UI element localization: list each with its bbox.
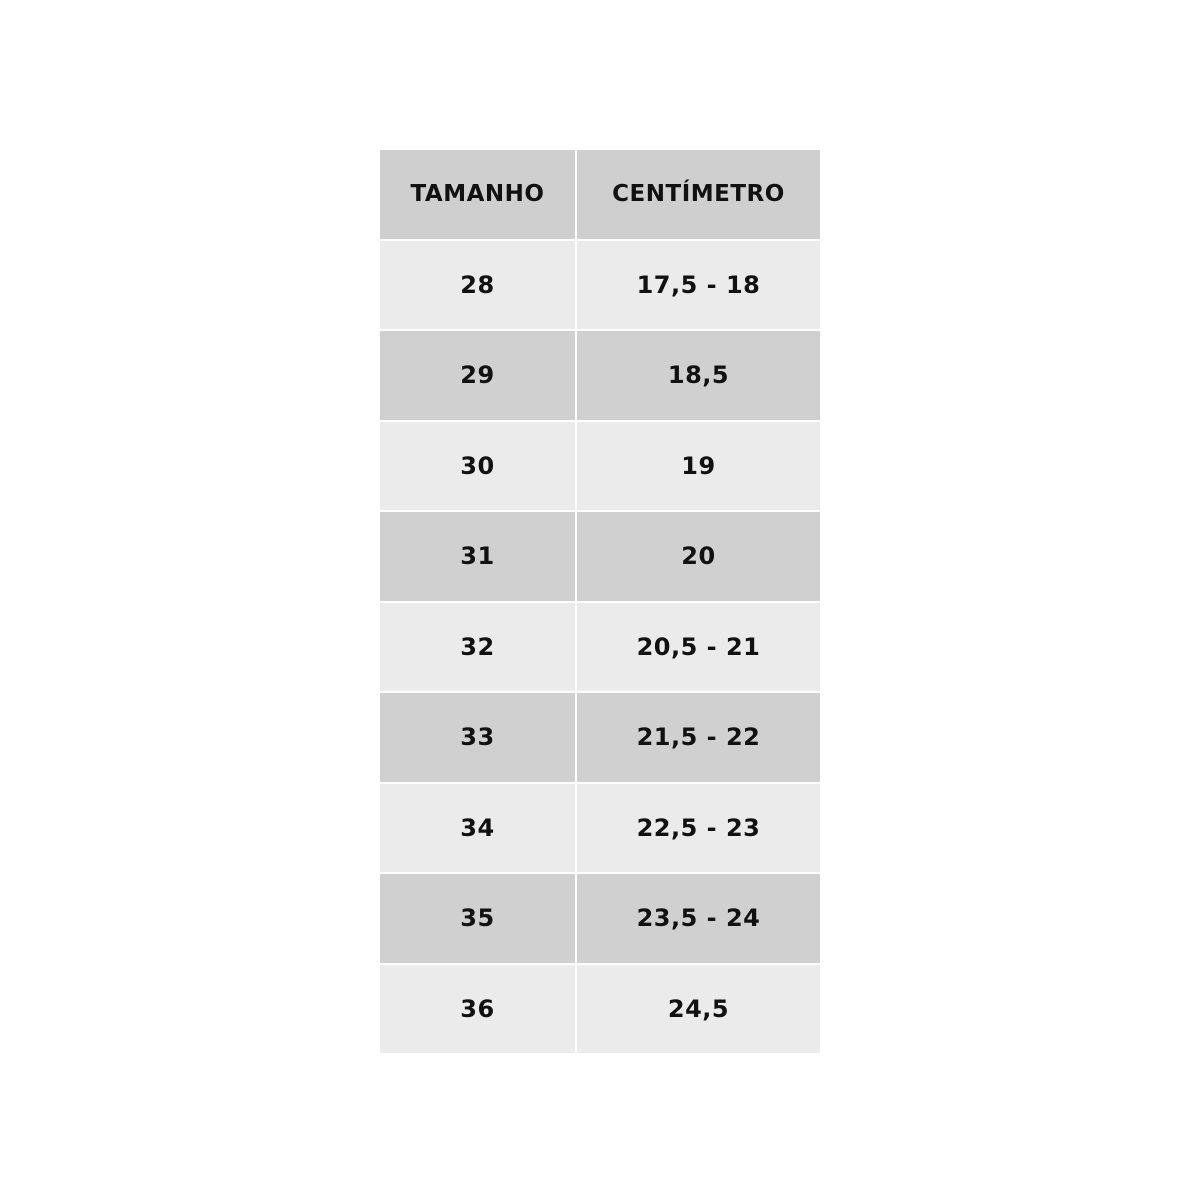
- header-centimetro: CENTÍMETRO: [577, 150, 820, 239]
- size-cell: 34: [380, 783, 575, 872]
- size-chart-table: TAMANHO CENTÍMETRO 28 17,5 - 18 29 18,5 30 19…: [380, 150, 820, 1053]
- centimeter-cell: 19: [577, 421, 820, 510]
- centimeter-cell: 23,5 - 24: [577, 874, 820, 963]
- size-cell: 31: [380, 512, 575, 601]
- size-cell: 28: [380, 240, 575, 329]
- centimeter-cell: 24,5: [577, 964, 820, 1053]
- size-cell: 36: [380, 964, 575, 1053]
- size-cell: 29: [380, 331, 575, 420]
- size-cell: 32: [380, 602, 575, 691]
- header-tamanho: TAMANHO: [380, 150, 575, 239]
- size-cell: 30: [380, 421, 575, 510]
- size-cell: 35: [380, 874, 575, 963]
- centimeter-cell: 20,5 - 21: [577, 602, 820, 691]
- centimeter-cell: 17,5 - 18: [577, 240, 820, 329]
- centimeter-cell: 18,5: [577, 331, 820, 420]
- centimeter-cell: 21,5 - 22: [577, 693, 820, 782]
- centimeter-cell: 22,5 - 23: [577, 783, 820, 872]
- size-cell: 33: [380, 693, 575, 782]
- centimeter-cell: 20: [577, 512, 820, 601]
